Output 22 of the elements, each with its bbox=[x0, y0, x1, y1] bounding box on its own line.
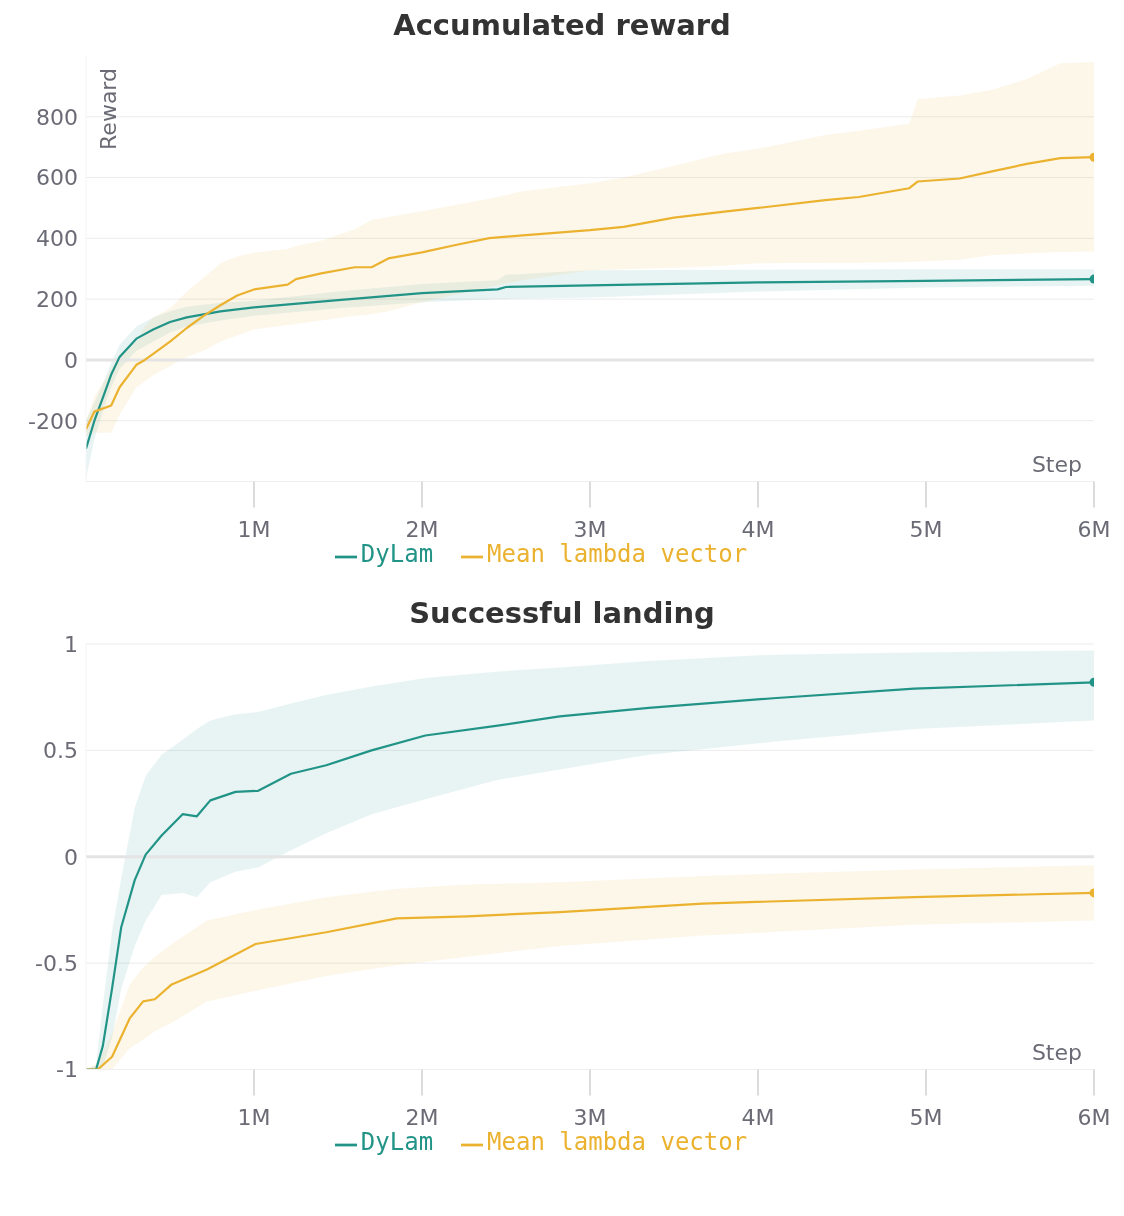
x-axis-title: Step bbox=[1031, 451, 1082, 477]
y-tick-label: -0.5 bbox=[35, 950, 78, 976]
x-tick-label: 1M bbox=[237, 1105, 271, 1131]
y-tick-label: 0 bbox=[64, 347, 78, 373]
y-tick-label: 0.5 bbox=[43, 738, 78, 764]
y-tick-label: 600 bbox=[36, 165, 78, 191]
x-tick-label: 5M bbox=[909, 1105, 943, 1131]
x-tick-label: 6M bbox=[1077, 1105, 1111, 1131]
y-tick-label: 400 bbox=[36, 226, 78, 252]
y-tick-label: -1 bbox=[56, 1057, 78, 1083]
y-tick-label: 0 bbox=[64, 844, 78, 870]
chart-title: Successful landing bbox=[409, 596, 715, 630]
chart-title: Accumulated reward bbox=[392, 8, 732, 44]
y-tick-label: -200 bbox=[28, 408, 78, 434]
y-tick-label: 1 bbox=[64, 631, 78, 657]
x-tick-label: 1M bbox=[237, 517, 271, 543]
y-axis-title: Reward bbox=[96, 68, 121, 150]
x-axis-title: Step bbox=[1031, 1039, 1082, 1065]
x-tick-label: 5M bbox=[909, 517, 943, 543]
y-tick-label: 200 bbox=[36, 286, 78, 312]
y-tick-label: 800 bbox=[36, 104, 78, 130]
x-tick-label: 6M bbox=[1077, 517, 1111, 543]
